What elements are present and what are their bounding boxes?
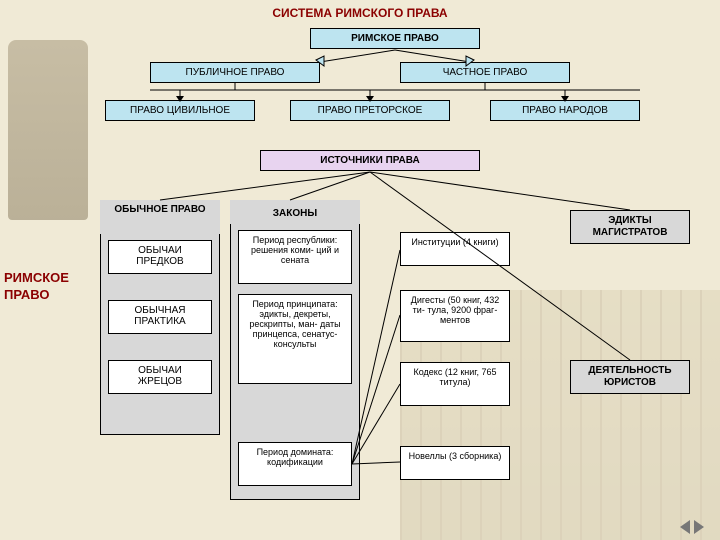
right-edicts: ЭДИКТЫ МАГИСТРАТОВ — [570, 210, 690, 244]
right-jurists: ДЕЯТЕЛЬНОСТЬ ЮРИСТОВ — [570, 360, 690, 394]
nav-prev-icon[interactable] — [680, 520, 690, 534]
col1-b: ОБЫЧНАЯ ПРАКТИКА — [108, 300, 212, 334]
col2-b: Период принципата: эдикты, декреты, реск… — [238, 294, 352, 384]
root-box: РИМСКОЕ ПРАВО — [310, 28, 480, 49]
col1-c: ОБЫЧАИ ЖРЕЦОВ — [108, 360, 212, 394]
branch-private: ЧАСТНОЕ ПРАВО — [400, 62, 570, 83]
col2-c: Период домината: кодификации — [238, 442, 352, 486]
col3-d: Новеллы (3 сборника) — [400, 446, 510, 480]
sub-praetor: ПРАВО ПРЕТОРСКОЕ — [290, 100, 450, 121]
nav-next-icon[interactable] — [694, 520, 704, 534]
col3-b: Дигесты (50 книг, 432 ти- тула, 9200 фра… — [400, 290, 510, 342]
diagram-content: СИСТЕМА РИМСКОГО ПРАВА РИМСКОЕ ПРАВО РИМ… — [0, 0, 720, 24]
col3-a: Институции (4 книги) — [400, 232, 510, 266]
col1-a: ОБЫЧАИ ПРЕДКОВ — [108, 240, 212, 274]
col3-c: Кодекс (12 книг, 765 титула) — [400, 362, 510, 406]
col2-header: ЗАКОНЫ — [230, 200, 360, 224]
branch-public: ПУБЛИЧНОЕ ПРАВО — [150, 62, 320, 83]
background-statue — [8, 40, 88, 220]
sub-nations: ПРАВО НАРОДОВ — [490, 100, 640, 121]
sources-box: ИСТОЧНИКИ ПРАВА — [260, 150, 480, 171]
nav-controls — [676, 520, 708, 534]
col1-header: ОБЫЧНОЕ ПРАВО — [100, 200, 220, 234]
side-title: РИМСКОЕ ПРАВО — [4, 270, 94, 304]
sub-civil: ПРАВО ЦИВИЛЬНОЕ — [105, 100, 255, 121]
col2-a: Период республики: решения коми- ций и с… — [238, 230, 352, 284]
main-title: СИСТЕМА РИМСКОГО ПРАВА — [0, 0, 720, 24]
